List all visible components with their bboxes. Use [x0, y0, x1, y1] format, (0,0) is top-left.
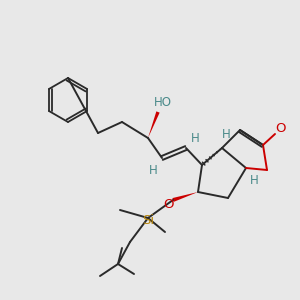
Text: H: H — [250, 173, 258, 187]
Text: HO: HO — [154, 95, 172, 109]
Text: Si: Si — [142, 214, 154, 226]
Text: H: H — [190, 131, 200, 145]
Text: H: H — [222, 128, 230, 142]
Text: O: O — [276, 122, 286, 136]
Text: H: H — [148, 164, 158, 176]
Polygon shape — [172, 192, 198, 202]
Text: O: O — [163, 199, 173, 212]
Polygon shape — [148, 111, 160, 138]
